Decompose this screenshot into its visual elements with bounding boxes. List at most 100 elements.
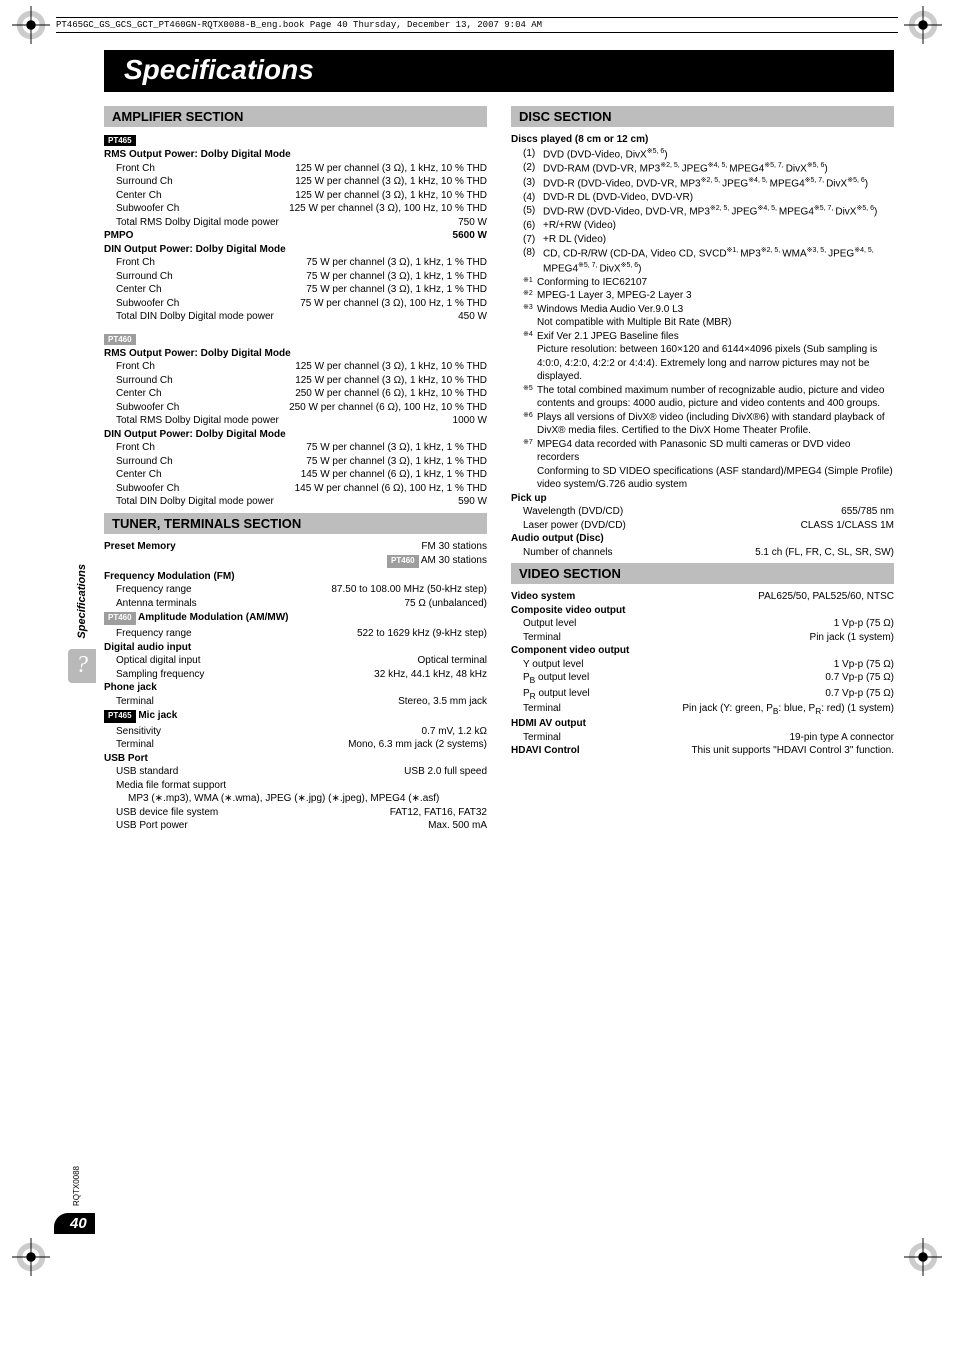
spec-row: MP3 (∗.mp3), WMA (∗.wma), JPEG (∗.jpg) (…: [104, 792, 487, 806]
question-mark-icon: ?: [68, 649, 96, 683]
spec-row: Front Ch75 W per channel (3 Ω), 1 kHz, 1…: [104, 441, 487, 455]
disc-item: (1)DVD (DVD-Video, DivX※5, 6): [511, 147, 894, 162]
spec-row: Surround Ch125 W per channel (3 Ω), 1 kH…: [104, 374, 487, 388]
spec-row: Surround Ch75 W per channel (3 Ω), 1 kHz…: [104, 270, 487, 284]
model-tag-pt460: PT460: [387, 555, 419, 568]
spec-row: Sampling frequency32 kHz, 44.1 kHz, 48 k…: [104, 668, 487, 682]
spec-row: Sensitivity0.7 mV, 1.2 kΩ: [104, 725, 487, 739]
spec-row: Frequency range522 to 1629 kHz (9-kHz st…: [104, 627, 487, 641]
spec-row: Total RMS Dolby Digital mode power750 W: [104, 216, 487, 230]
audio-out-title: Audio output (Disc): [511, 532, 894, 546]
model-tag-pt460: PT460: [104, 612, 136, 625]
spec-row: Laser power (DVD/CD)CLASS 1/CLASS 1M: [511, 519, 894, 533]
side-label: Specifications: [76, 564, 88, 639]
am-title: PT460 Amplitude Modulation (AM/MW): [104, 610, 487, 627]
disc-item: (2)DVD-RAM (DVD-VR, MP3※2, 5, JPEG※4, 5,…: [511, 161, 894, 176]
top-registration-row: PT465GC_GS_GCS_GCT_PT460GN-RQTX0088-B_en…: [0, 0, 954, 44]
din-title: DIN Output Power: Dolby Digital Mode: [104, 428, 487, 442]
spec-row: Terminal19-pin type A connector: [511, 731, 894, 745]
spec-row: USB device file systemFAT12, FAT16, FAT3…: [104, 806, 487, 820]
book-info-header: PT465GC_GS_GCS_GCT_PT460GN-RQTX0088-B_en…: [56, 17, 898, 33]
spec-row: TerminalPin jack (1 system): [511, 631, 894, 645]
component-title: Component video output: [511, 644, 894, 658]
spec-row: Total DIN Dolby Digital mode power450 W: [104, 310, 487, 324]
spec-row: Center Ch250 W per channel (6 Ω), 1 kHz,…: [104, 387, 487, 401]
right-column: DISC SECTION Discs played (8 cm or 12 cm…: [511, 102, 894, 833]
spec-row: HDAVI ControlThis unit supports "HDAVI C…: [511, 744, 894, 758]
spec-row: Y output level1 Vp-p (75 Ω): [511, 658, 894, 672]
spec-row: TerminalMono, 6.3 mm jack (2 systems): [104, 738, 487, 752]
spec-row: Media file format support: [104, 779, 487, 793]
registration-mark-icon: [904, 1238, 942, 1276]
footnote: ※5The total combined maximum number of r…: [511, 384, 894, 411]
left-column: AMPLIFIER SECTION PT465 RMS Output Power…: [104, 102, 487, 833]
usb-title: USB Port: [104, 752, 487, 766]
spec-row: Preset MemoryFM 30 stations: [104, 540, 487, 554]
spec-row: TerminalStereo, 3.5 mm jack: [104, 695, 487, 709]
din-title: DIN Output Power: Dolby Digital Mode: [104, 243, 487, 257]
footnote: ※1Conforming to IEC62107: [511, 276, 894, 290]
disc-section-header: DISC SECTION: [511, 106, 894, 127]
spec-row: Subwoofer Ch75 W per channel (3 Ω), 100 …: [104, 297, 487, 311]
footnote: ※4Exif Ver 2.1 JPEG Baseline filesPictur…: [511, 330, 894, 384]
bottom-registration-row: [0, 1234, 954, 1284]
pickup-title: Pick up: [511, 492, 894, 506]
spec-row: PR output level0.7 Vp-p (75 Ω): [511, 687, 894, 702]
dig-title: Digital audio input: [104, 641, 487, 655]
footnote: ※7MPEG4 data recorded with Panasonic SD …: [511, 438, 894, 492]
content-area: Specifications ? AMPLIFIER SECTION PT465…: [60, 102, 894, 833]
model-tag-pt465: PT465: [104, 135, 136, 146]
spec-row: Front Ch75 W per channel (3 Ω), 1 kHz, 1…: [104, 256, 487, 270]
spec-row: USB standardUSB 2.0 full speed: [104, 765, 487, 779]
spec-row: Total DIN Dolby Digital mode power590 W: [104, 495, 487, 509]
spec-row: Center Ch125 W per channel (3 Ω), 1 kHz,…: [104, 189, 487, 203]
footnote: ※6Plays all versions of DivX® video (inc…: [511, 411, 894, 438]
disc-item: (4)DVD-R DL (DVD-Video, DVD-VR): [511, 191, 894, 205]
spec-row: TerminalPin jack (Y: green, PB: blue, PR…: [511, 702, 894, 717]
footnote: ※2MPEG-1 Layer 3, MPEG-2 Layer 3: [511, 289, 894, 303]
disc-title: Discs played (8 cm or 12 cm): [511, 133, 894, 147]
spec-row: Output level1 Vp-p (75 Ω): [511, 617, 894, 631]
fm-title: Frequency Modulation (FM): [104, 570, 487, 584]
spec-row: USB Port powerMax. 500 mA: [104, 819, 487, 833]
spec-row: Front Ch125 W per channel (3 Ω), 1 kHz, …: [104, 360, 487, 374]
spec-row: Optical digital inputOptical terminal: [104, 654, 487, 668]
disc-item: (7)+R DL (Video): [511, 233, 894, 247]
spec-row: Front Ch125 W per channel (3 Ω), 1 kHz, …: [104, 162, 487, 176]
spec-row: Wavelength (DVD/CD)655/785 nm: [511, 505, 894, 519]
footnote: ※3Windows Media Audio Ver.9.0 L3Not comp…: [511, 303, 894, 330]
page-title: Specifications: [104, 50, 894, 92]
spec-row: Frequency range87.50 to 108.00 MHz (50-k…: [104, 583, 487, 597]
page-footer: RQTX0088 40: [54, 1213, 954, 1234]
spec-row: Center Ch145 W per channel (6 Ω), 1 kHz,…: [104, 468, 487, 482]
spec-row: Subwoofer Ch250 W per channel (6 Ω), 100…: [104, 401, 487, 415]
disc-item: (6)+R/+RW (Video): [511, 219, 894, 233]
rms-title: RMS Output Power: Dolby Digital Mode: [104, 148, 487, 162]
spec-row: Surround Ch125 W per channel (3 Ω), 1 kH…: [104, 175, 487, 189]
registration-mark-icon: [12, 1238, 50, 1276]
mic-title: PT465 Mic jack: [104, 708, 487, 725]
spec-row: Center Ch75 W per channel (3 Ω), 1 kHz, …: [104, 283, 487, 297]
spec-row: Surround Ch75 W per channel (3 Ω), 1 kHz…: [104, 455, 487, 469]
disc-item: (3)DVD-R (DVD-Video, DVD-VR, MP3※2, 5, J…: [511, 176, 894, 191]
spec-row: Video systemPAL625/50, PAL525/60, NTSC: [511, 590, 894, 604]
composite-title: Composite video output: [511, 604, 894, 618]
disc-item: (5)DVD-RW (DVD-Video, DVD-VR, MP3※2, 5, …: [511, 204, 894, 219]
spec-row: PB output level0.7 Vp-p (75 Ω): [511, 671, 894, 686]
tuner-section-header: TUNER, TERMINALS SECTION: [104, 513, 487, 534]
hdmi-title: HDMI AV output: [511, 717, 894, 731]
registration-mark-icon: [904, 6, 942, 44]
disc-item: (8)CD, CD-R/RW (CD-DA, Video CD, SVCD※1,…: [511, 246, 894, 276]
phone-title: Phone jack: [104, 681, 487, 695]
spec-row: Total RMS Dolby Digital mode power1000 W: [104, 414, 487, 428]
spec-row: Number of channels5.1 ch (FL, FR, C, SL,…: [511, 546, 894, 560]
model-tag-pt460: PT460: [104, 334, 136, 345]
spec-row: PT460 AM 30 stations: [104, 553, 487, 570]
amplifier-section-header: AMPLIFIER SECTION: [104, 106, 487, 127]
rms-title: RMS Output Power: Dolby Digital Mode: [104, 347, 487, 361]
registration-mark-icon: [12, 6, 50, 44]
video-section-header: VIDEO SECTION: [511, 563, 894, 584]
sidebar: Specifications ?: [60, 102, 104, 833]
model-tag-pt465: PT465: [104, 710, 136, 723]
page-code: RQTX0088: [72, 1166, 81, 1206]
